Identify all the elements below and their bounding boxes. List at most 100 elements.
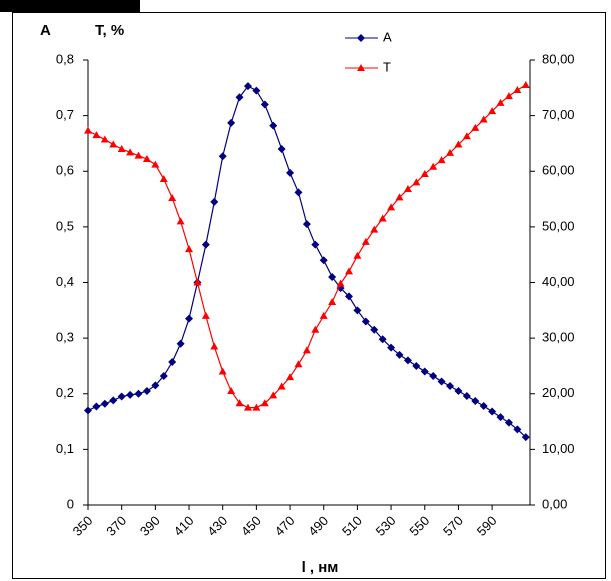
- data-point: [513, 86, 522, 94]
- data-point: [471, 123, 480, 131]
- y2-tick-label: 60,00: [542, 163, 575, 178]
- data-point: [513, 425, 522, 434]
- data-point: [134, 151, 143, 159]
- data-point: [84, 126, 92, 134]
- y-tick-label: 0,3: [56, 330, 74, 345]
- data-point: [151, 381, 160, 390]
- data-point: [185, 314, 194, 323]
- data-point: [370, 225, 379, 233]
- data-point: [488, 107, 497, 115]
- data-point: [100, 399, 109, 408]
- data-point: [294, 188, 303, 197]
- data-point: [454, 140, 463, 148]
- data-point: [471, 396, 480, 405]
- legend-label: T: [383, 59, 391, 74]
- data-point: [210, 197, 219, 206]
- data-point: [328, 272, 337, 281]
- data-point: [395, 350, 404, 359]
- data-point: [403, 185, 412, 193]
- data-point: [395, 193, 404, 201]
- data-point: [504, 418, 513, 427]
- data-point: [353, 306, 362, 315]
- data-point: [429, 371, 438, 380]
- data-point: [496, 413, 505, 422]
- y-axis-label: A: [40, 22, 51, 39]
- data-point: [446, 381, 455, 390]
- data-point: [193, 278, 202, 286]
- y2-tick-label: 20,00: [542, 385, 575, 400]
- data-point: [403, 356, 412, 365]
- y-tick-label: 0,6: [56, 163, 74, 178]
- data-point: [319, 256, 328, 265]
- data-point: [185, 245, 194, 253]
- data-point: [243, 82, 252, 91]
- legend-label: A: [383, 29, 392, 44]
- data-point: [437, 156, 446, 164]
- data-point: [370, 325, 379, 334]
- data-point: [420, 367, 429, 376]
- data-point: [277, 382, 286, 390]
- top-bar: [0, 0, 140, 12]
- data-point: [344, 292, 353, 301]
- data-point: [176, 339, 185, 348]
- data-point: [286, 373, 295, 381]
- data-point: [168, 358, 177, 367]
- data-point: [387, 343, 396, 352]
- y2-tick-label: 40,00: [542, 274, 575, 289]
- data-point: [117, 145, 126, 152]
- data-point: [496, 98, 505, 106]
- data-point: [235, 399, 244, 407]
- data-point: [227, 386, 236, 394]
- data-point: [412, 178, 421, 186]
- data-point: [142, 386, 151, 395]
- data-point: [109, 396, 118, 405]
- data-point: [126, 148, 135, 156]
- data-point: [84, 406, 92, 415]
- data-point: [252, 86, 261, 95]
- data-point: [277, 145, 286, 153]
- data-point: [462, 132, 471, 140]
- data-point: [521, 433, 530, 442]
- data-point: [336, 279, 345, 287]
- data-point: [176, 217, 185, 225]
- data-point: [462, 391, 471, 400]
- data-point: [235, 93, 244, 102]
- data-point: [521, 81, 530, 89]
- data-point: [92, 402, 101, 411]
- data-point: [437, 377, 446, 386]
- data-point: [479, 115, 488, 123]
- y2-tick-label: 50,00: [542, 218, 575, 233]
- data-point: [210, 342, 219, 350]
- data-point: [311, 325, 320, 333]
- legend-marker: [357, 34, 365, 42]
- data-point: [412, 361, 421, 370]
- data-point: [420, 170, 429, 178]
- data-point: [201, 240, 210, 249]
- data-point: [488, 407, 497, 416]
- data-point: [142, 155, 151, 163]
- data-point: [117, 392, 126, 401]
- data-point: [227, 118, 236, 127]
- data-point: [286, 168, 295, 177]
- y2-tick-label: 10,00: [542, 441, 575, 456]
- data-point: [387, 203, 396, 211]
- data-point: [243, 403, 252, 411]
- data-point: [100, 135, 109, 143]
- chart-frame: [12, 12, 606, 579]
- data-point: [151, 160, 160, 168]
- data-point: [302, 346, 311, 354]
- legend-marker: [357, 64, 365, 71]
- data-point: [126, 390, 135, 399]
- data-point: [319, 311, 328, 319]
- data-point: [479, 401, 488, 410]
- y-tick-label: 0,7: [56, 107, 74, 122]
- x-axis-label: l , нм: [302, 559, 339, 576]
- y2-tick-label: 0,00: [542, 496, 567, 511]
- data-point: [260, 100, 269, 109]
- data-point: [344, 267, 353, 275]
- data-point: [361, 237, 370, 245]
- data-point: [159, 175, 168, 183]
- data-point: [201, 311, 210, 319]
